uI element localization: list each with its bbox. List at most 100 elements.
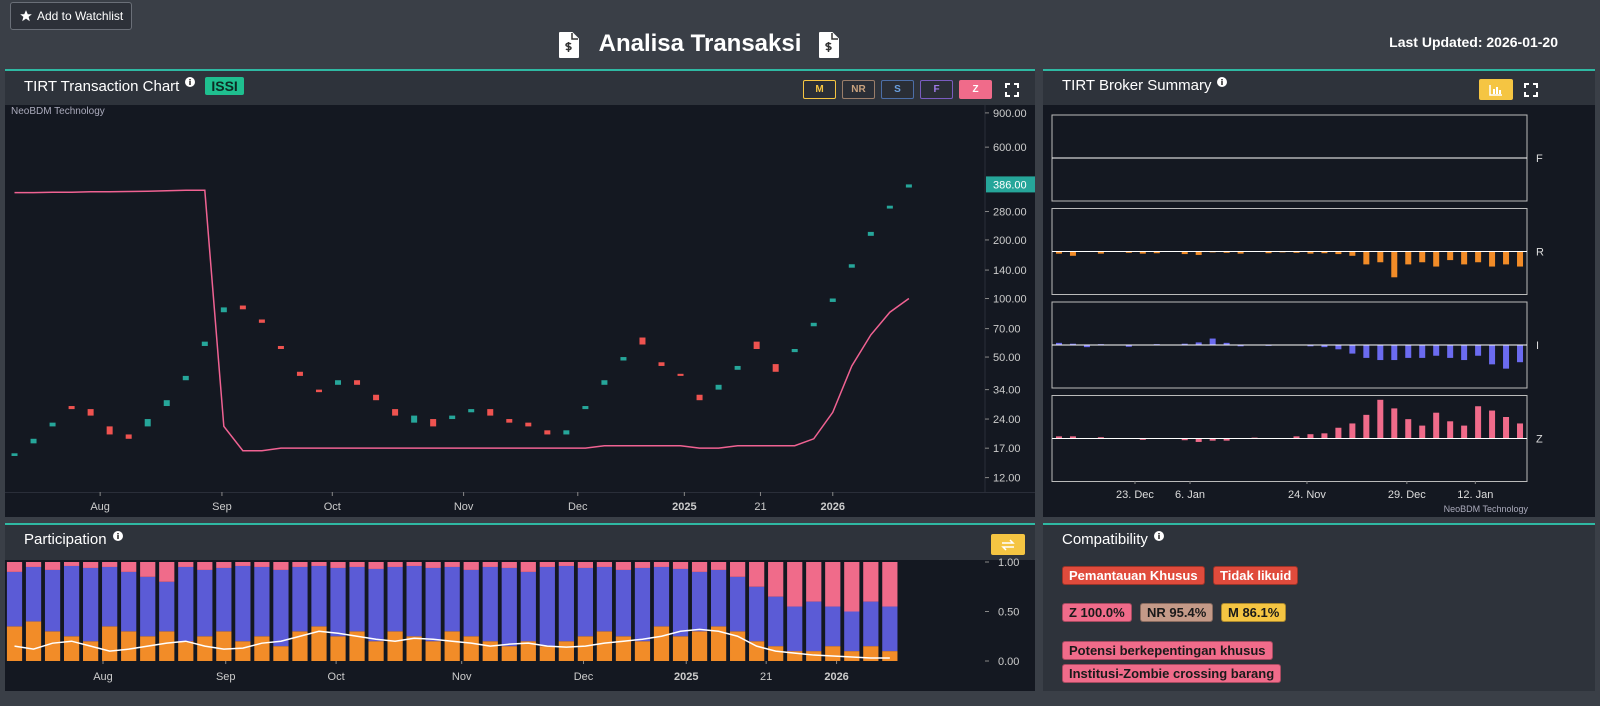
bar-segment [463,636,479,661]
candle [373,394,380,401]
participation-chart: 1.00 0.50 0.00 Aug Sep Oct Nov Dec 2025 21 2026 [6,558,1019,683]
bar-segment [768,646,784,661]
bar-segment [844,562,860,612]
watermark: NeoBDM Technology [1444,504,1529,514]
mode-button[interactable]: S [881,80,914,99]
bar-segment [558,641,574,661]
bar-segment [368,562,384,569]
candle [68,406,75,410]
bar [1307,345,1314,347]
x-tick-label: Nov [452,671,472,683]
bar-segment [63,565,80,637]
bar [1139,251,1146,254]
bar-segment [330,562,346,568]
candle [582,406,589,410]
bar-segment [710,626,727,661]
bar [1069,251,1076,256]
bar-segment [653,566,670,627]
bar-segment [197,636,213,661]
bar-segment [216,631,232,661]
bar-segment [349,566,365,632]
bar-segment [387,562,403,567]
bar-segment [444,562,460,567]
bar-segment [292,631,308,661]
last-price-label: 386.00 [993,179,1027,191]
mode-button[interactable]: NR [842,80,875,99]
bar-segment [159,631,175,661]
bar-segment [273,569,289,647]
bar [1377,345,1384,361]
bar-segment [6,571,23,627]
bar-segment [254,636,270,661]
bar-segment [83,562,99,568]
mode-button[interactable]: F [920,80,953,99]
panel-header: Participation [24,530,123,548]
bar [1349,345,1356,354]
candle [87,409,94,416]
y-tick-label: 100.00 [993,294,1027,306]
candle [163,400,170,407]
last-price-tag [986,176,1035,193]
bar-segment [691,562,708,572]
bar-segment [349,631,365,661]
bar-segment [25,566,42,622]
chart-toggle-button[interactable] [1479,79,1513,100]
x-tick-label: 21 [760,671,772,683]
bar [1433,412,1440,439]
bar-segment [216,567,232,632]
bar-segment [140,576,156,637]
add-to-watchlist-button[interactable]: Add to Watchlist [10,2,133,30]
bar-segment [140,562,156,577]
bar-segment [539,646,555,661]
candle [430,419,437,427]
bar-segment [311,562,327,566]
fullscreen-button[interactable] [1005,83,1019,97]
bar-segment [273,646,289,661]
bar-segment [425,567,441,642]
y-tick-label: 600.00 [993,142,1027,154]
bar [1181,251,1188,255]
info-icon [112,530,123,541]
chart-icon [1489,84,1502,96]
panel-header: Compatibility [1062,530,1164,548]
tag: Tidak likuid [1213,566,1299,585]
candle [677,373,684,376]
bar-segment [825,562,841,607]
bar-segment [235,565,251,642]
last-updated: Last Updated: 2026-01-20 [1389,34,1558,50]
bar [1503,417,1510,439]
candle [563,430,570,435]
x-tick-label: 2025 [672,501,696,513]
bar [1391,251,1398,278]
bar-segment [121,562,137,572]
bar-segment [577,636,593,661]
bar [1321,251,1328,254]
candle [829,298,836,302]
bar-segment [406,565,422,637]
broker-chart: F R I Z 23. Dec 6. Jan 24. Nov 29. Dec 12. Jan Ne… [1051,114,1544,514]
candle [810,322,817,327]
candle [506,419,513,423]
fullscreen-button[interactable] [1524,83,1538,97]
bar [1223,342,1230,345]
y-tick-label: 24.00 [993,414,1021,426]
bar [1461,345,1468,361]
series-label: R [1536,247,1544,259]
bar-segment [653,626,670,661]
bar-segment [368,641,384,661]
bar-segment [349,562,365,567]
bar-segment [482,641,498,661]
mode-button[interactable]: Z [959,80,992,99]
info-icon [1217,76,1228,87]
mode-button[interactable]: M [803,80,836,99]
bar-segment [482,566,498,642]
bar-segment [63,636,80,661]
swap-button[interactable] [991,534,1025,555]
bar-segment [634,567,651,642]
bar-segment [787,562,803,607]
series-label: Z [1536,434,1543,446]
bar-segment [463,569,479,637]
chart-area [1043,105,1595,517]
bar-segment [882,606,898,652]
